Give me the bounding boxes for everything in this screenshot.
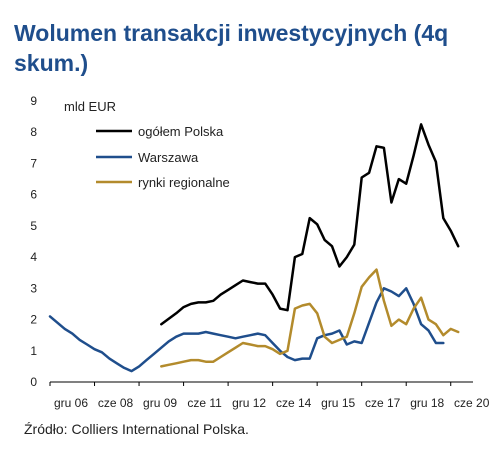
y-tick-label: 8 <box>30 125 37 139</box>
series-line-1 <box>160 123 460 326</box>
x-tick-label: gru 18 <box>410 396 444 410</box>
y-tick-label: 4 <box>30 250 37 264</box>
chart-title: Wolumen transakcji inwestycyjnych (4q sk… <box>14 20 449 76</box>
x-tick-label: gru 09 <box>143 396 177 410</box>
legend-label: ogółem Polska <box>138 124 224 139</box>
y-tick-label: 2 <box>30 313 37 327</box>
x-tick-label: cze 14 <box>276 396 312 410</box>
series-line-2 <box>48 287 445 373</box>
legend-label: Warszawa <box>138 150 199 165</box>
x-tick-label: gru 15 <box>321 396 355 410</box>
x-tick-label: gru 12 <box>232 396 266 410</box>
x-tick-label: cze 17 <box>365 396 401 410</box>
series-line-3 <box>160 268 460 368</box>
legend-label: rynki regionalne <box>138 175 230 190</box>
x-tick-label: cze 20 <box>454 396 490 410</box>
y-tick-label: 6 <box>30 188 37 202</box>
y-tick-label: 0 <box>30 375 37 389</box>
x-tick-label: cze 08 <box>98 396 134 410</box>
y-tick-label: 3 <box>30 281 37 295</box>
y-tick-label: 1 <box>30 344 37 358</box>
chart-axes: 0 1 2 3 4 5 6 7 8 9 gru 06 cze 08 gru 09 cze 11 gru 12… <box>30 94 489 410</box>
y-tick-label: 9 <box>30 94 37 108</box>
y-axis-unit-label: mld EUR <box>64 99 116 114</box>
x-tick-label: gru 06 <box>54 396 88 410</box>
source-note: Źródło: Colliers International Polska. <box>24 421 249 437</box>
chart-series <box>48 123 460 373</box>
y-tick-label: 7 <box>30 156 37 170</box>
chart-legend: ogółem Polska Warszawa rynki regionalne <box>96 124 230 190</box>
x-tick-label: cze 11 <box>187 396 222 410</box>
y-tick-label: 5 <box>30 219 37 233</box>
